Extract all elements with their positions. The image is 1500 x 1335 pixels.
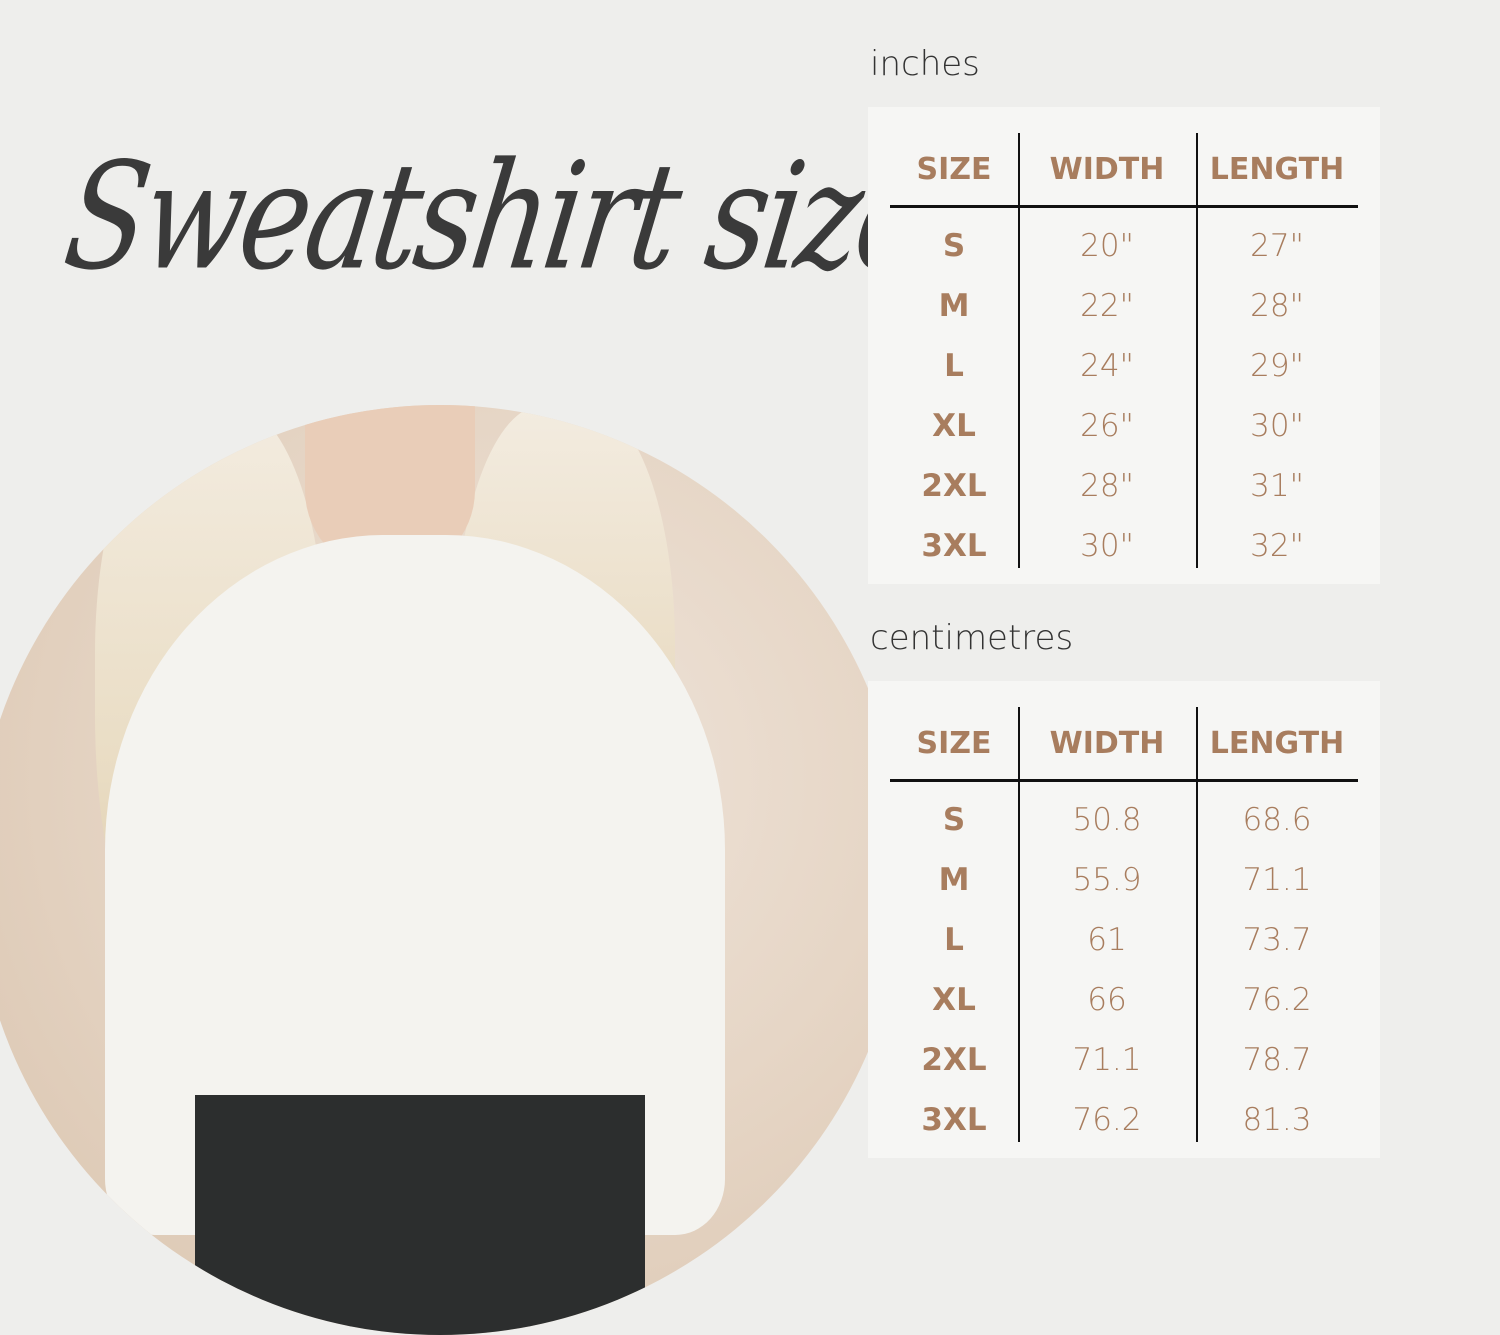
table-header: SIZE WIDTH LENGTH bbox=[890, 133, 1358, 208]
table-cell: L bbox=[944, 348, 964, 384]
table-cell: 31" bbox=[1250, 468, 1304, 504]
table-cell: M bbox=[938, 862, 970, 898]
table-unit-label: centimetres bbox=[870, 618, 1074, 658]
table-cell: 22" bbox=[1080, 288, 1134, 324]
column-divider bbox=[1018, 707, 1020, 1142]
page-title: Sweatshirt size bbox=[55, 130, 936, 303]
table-row: L 61 73.7 bbox=[890, 910, 1358, 970]
column-divider bbox=[1196, 707, 1198, 1142]
table-cell: M bbox=[938, 288, 970, 324]
table-cell: 28" bbox=[1080, 468, 1134, 504]
table-cell: 32" bbox=[1250, 528, 1304, 564]
header-cell: WIDTH bbox=[1049, 725, 1165, 761]
table-cell: 50.8 bbox=[1072, 802, 1142, 838]
column-divider bbox=[1196, 133, 1198, 568]
table-row: 3XL 30" 32" bbox=[890, 516, 1358, 576]
table-cell: 28" bbox=[1250, 288, 1304, 324]
table-row: XL 66 76.2 bbox=[890, 970, 1358, 1030]
table-cell: 2XL bbox=[921, 1042, 987, 1078]
table-cell: 68.6 bbox=[1242, 802, 1312, 838]
table-cell: S bbox=[942, 802, 966, 838]
table-row: M 55.9 71.1 bbox=[890, 850, 1358, 910]
table-cell: 76.2 bbox=[1242, 982, 1312, 1018]
table-cell: XL bbox=[932, 408, 976, 444]
table-cell: 55.9 bbox=[1072, 862, 1142, 898]
table-cell: 2XL bbox=[921, 468, 987, 504]
table-cell: 66 bbox=[1087, 982, 1127, 1018]
header-cell: LENGTH bbox=[1209, 151, 1345, 187]
table-row: 2XL 28" 31" bbox=[890, 456, 1358, 516]
table-cell: 30" bbox=[1080, 528, 1134, 564]
table-row: S 50.8 68.6 bbox=[890, 790, 1358, 850]
table-cell: 30" bbox=[1250, 408, 1304, 444]
table-cell: S bbox=[942, 228, 966, 264]
table-cell: 3XL bbox=[921, 528, 987, 564]
size-table: SIZE WIDTH LENGTH S 50.8 68.6 M 55.9 71.1 L 61 73.7… bbox=[868, 681, 1380, 1158]
table-cell: 78.7 bbox=[1242, 1042, 1312, 1078]
table-row: 2XL 71.1 78.7 bbox=[890, 1030, 1358, 1090]
table-cell: 76.2 bbox=[1072, 1102, 1142, 1138]
table-cell: XL bbox=[932, 982, 976, 1018]
table-cell: 26" bbox=[1080, 408, 1134, 444]
header-cell: WIDTH bbox=[1049, 151, 1165, 187]
size-table: SIZE WIDTH LENGTH S 20" 27" M 22" 28" L 24" 29" XL 26… bbox=[868, 107, 1380, 584]
model-photo bbox=[0, 405, 905, 1335]
table-cell: 71.1 bbox=[1072, 1042, 1142, 1078]
table-row: M 22" 28" bbox=[890, 276, 1358, 336]
table-row: XL 26" 30" bbox=[890, 396, 1358, 456]
table-cell: 24" bbox=[1080, 348, 1134, 384]
table-cell: 3XL bbox=[921, 1102, 987, 1138]
table-cell: 20" bbox=[1080, 228, 1134, 264]
table-cell: 73.7 bbox=[1242, 922, 1312, 958]
jeans bbox=[195, 1095, 645, 1335]
header-cell: SIZE bbox=[916, 725, 992, 761]
table-row: 3XL 76.2 81.3 bbox=[890, 1090, 1358, 1150]
table-row: S 20" 27" bbox=[890, 216, 1358, 276]
table-cell: 81.3 bbox=[1242, 1102, 1312, 1138]
header-cell: LENGTH bbox=[1209, 725, 1345, 761]
table-cell: 27" bbox=[1250, 228, 1304, 264]
table-header: SIZE WIDTH LENGTH bbox=[890, 707, 1358, 782]
header-cell: SIZE bbox=[916, 151, 992, 187]
table-cell: 61 bbox=[1087, 922, 1127, 958]
table-unit-label: inches bbox=[870, 44, 980, 84]
table-cell: 29" bbox=[1250, 348, 1304, 384]
table-cell: 71.1 bbox=[1242, 862, 1312, 898]
column-divider bbox=[1018, 133, 1020, 568]
table-cell: L bbox=[944, 922, 964, 958]
table-row: L 24" 29" bbox=[890, 336, 1358, 396]
